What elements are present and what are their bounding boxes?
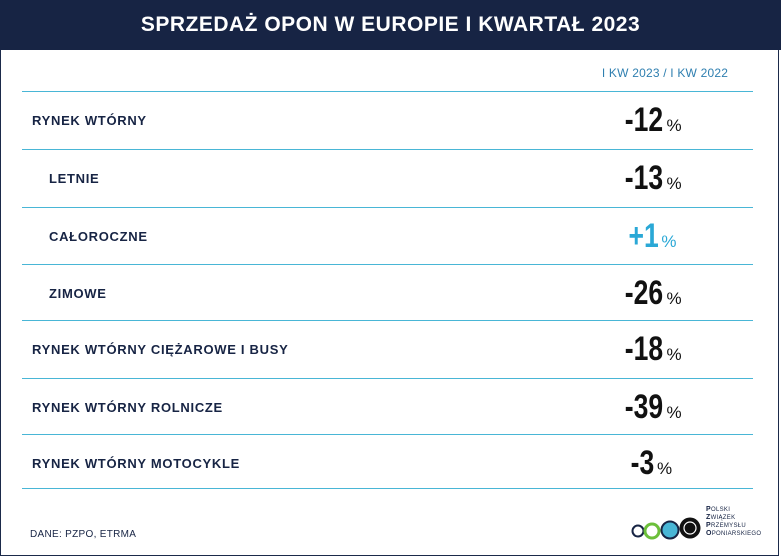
row-value-unit: %: [666, 289, 682, 308]
row-value-number: -3: [630, 444, 655, 482]
row-divider: [22, 207, 753, 208]
row-value-number: -12: [625, 101, 664, 139]
row-divider: [22, 378, 753, 379]
row-label: ZIMOWE: [49, 286, 107, 301]
row-value: -12 %: [543, 101, 753, 140]
row-value: -13 %: [543, 159, 753, 198]
row-divider: [22, 488, 753, 489]
row-value: +1 %: [543, 217, 753, 256]
page-title-bar: SPRZEDAŻ OPON W EUROPIE I KWARTAŁ 2023: [0, 0, 781, 50]
row-divider: [22, 149, 753, 150]
row-value-unit: %: [666, 116, 682, 135]
row-divider: [22, 91, 753, 92]
page-title: SPRZEDAŻ OPON W EUROPIE I KWARTAŁ 2023: [140, 13, 641, 36]
logo-line: POLSKI: [706, 506, 731, 513]
row-value: -3 %: [543, 444, 753, 483]
table-row: LETNIE -13 %: [22, 150, 753, 207]
row-divider: [22, 320, 753, 321]
table-row: ZIMOWE -26 %: [22, 265, 753, 322]
logo-line: OPONIARSKIEGO: [706, 530, 762, 537]
logo-line: PRZEMYSŁU: [706, 522, 747, 529]
row-value-unit: %: [666, 345, 682, 364]
row-value: -18 %: [543, 330, 753, 369]
table-row: CAŁOROCZNE +1 %: [22, 208, 753, 265]
row-label: RYNEK WTÓRNY MOTOCYKLE: [32, 456, 241, 471]
row-value-unit: %: [657, 459, 673, 478]
table-row: RYNEK WTÓRNY CIĘŻAROWE I BUSY -18 %: [22, 321, 753, 378]
row-value-unit: %: [666, 174, 682, 193]
row-value-number: +1: [628, 217, 659, 255]
row-value-number: -26: [625, 274, 664, 312]
row-value-number: -18: [625, 330, 664, 368]
row-value: -26 %: [543, 274, 753, 313]
row-value-number: -39: [625, 388, 664, 426]
row-label: RYNEK WTÓRNY ROLNICZE: [32, 400, 223, 415]
row-value: -39 %: [543, 388, 753, 427]
row-value-unit: %: [661, 232, 677, 251]
pzpo-logo: [631, 517, 701, 540]
row-label: LETNIE: [49, 171, 100, 186]
row-label: CAŁOROCZNE: [49, 229, 148, 244]
row-value-number: -13: [625, 159, 664, 197]
row-label: RYNEK WTÓRNY: [32, 113, 147, 128]
row-label: RYNEK WTÓRNY CIĘŻAROWE I BUSY: [32, 342, 289, 357]
source-note: DANE: PZPO, ETRMA: [30, 529, 137, 540]
logo-line: ZWIĄZEK: [706, 514, 736, 521]
row-divider: [22, 264, 753, 265]
row-divider: [22, 434, 753, 435]
logo-wordmark: POLSKI ZWIĄZEK PRZEMYSŁU OPONIARSKIEGO: [706, 506, 761, 538]
column-header: I KW 2023 / I KW 2022: [601, 66, 729, 80]
table-row: RYNEK WTÓRNY ROLNICZE -39 %: [22, 379, 753, 436]
table-row: RYNEK WTÓRNY -12 %: [22, 92, 753, 149]
table-row: RYNEK WTÓRNY MOTOCYKLE -3 %: [22, 435, 753, 492]
row-value-unit: %: [666, 403, 682, 422]
